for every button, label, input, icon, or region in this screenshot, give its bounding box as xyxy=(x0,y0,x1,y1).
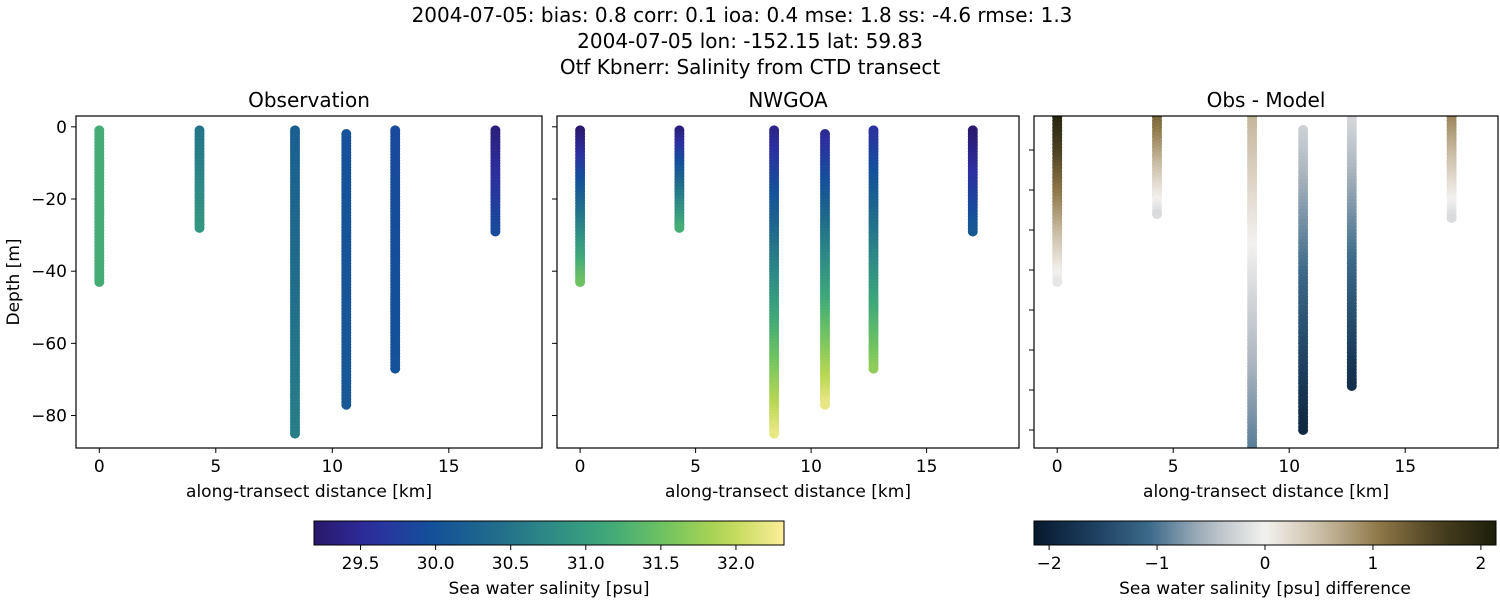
data-points xyxy=(575,125,978,439)
colorbar-tick-label: 30.0 xyxy=(417,554,455,574)
colorbar-bar xyxy=(313,520,785,546)
data-point-profile-1 xyxy=(1052,277,1063,287)
x-tick-label: 5 xyxy=(1168,457,1179,477)
y-tick-label: −80 xyxy=(31,407,67,427)
panel-1: 0 5 10 15 0 −20 −40 −60 −80 Observation along-tran… xyxy=(4,88,543,502)
x-axis-label: along-transect distance [km] xyxy=(665,482,911,502)
axes-frame xyxy=(556,115,1020,449)
data-point-profile-1 xyxy=(94,277,105,287)
data-point-profile-3 xyxy=(1247,458,1257,468)
data-point-profile-3 xyxy=(1250,447,1254,448)
data-point-profile-3 xyxy=(1247,444,1257,448)
colorbar-tick-label: 2 xyxy=(1475,554,1486,574)
data-points xyxy=(94,125,501,439)
x-tick-label: 0 xyxy=(1052,457,1063,477)
x-tick-label: 10 xyxy=(321,457,343,477)
x-tick-label: 10 xyxy=(800,457,822,477)
data-point-profile-3 xyxy=(1247,454,1257,464)
colorbar-tick-label: 29.5 xyxy=(342,554,380,574)
colorbar-tick-label: 30.5 xyxy=(492,554,530,574)
x-tick-label: 0 xyxy=(575,457,586,477)
x-tick-label: 5 xyxy=(210,457,221,477)
colorbar-1: 29.5 30.0 30.5 31.0 31.5 32.0 Sea water salini… xyxy=(313,520,785,599)
data-point-profile-4 xyxy=(820,399,830,410)
y-tick-label: 0 xyxy=(56,118,67,138)
title-line-1: 2004-07-05: bias: 0.8 corr: 0.1 ioa: 0.4… xyxy=(412,3,1073,27)
colorbar-tick-label: 32.0 xyxy=(717,554,755,574)
colorbar-tick-label: 1 xyxy=(1368,554,1379,574)
data-point-profile-4 xyxy=(341,399,352,410)
panel-title: NWGOA xyxy=(748,88,828,112)
data-point-profile-2 xyxy=(674,222,685,233)
colorbar-tick-label: 31.0 xyxy=(567,554,605,574)
data-point-profile-3 xyxy=(769,428,780,439)
colorbar-tick-label: −2 xyxy=(1037,554,1062,574)
data-point-profile-6 xyxy=(967,226,978,237)
x-tick-label: 5 xyxy=(690,457,701,477)
panel-title: Observation xyxy=(248,88,370,112)
x-tick-label: 10 xyxy=(1278,457,1300,477)
data-point-profile-5 xyxy=(390,363,401,374)
colorbar-tick-label: 31.5 xyxy=(642,554,680,574)
colorbar-tick-label: −1 xyxy=(1145,554,1170,574)
title-line-3: Otf Kbnerr: Salinity from CTD transect xyxy=(560,55,941,79)
panel-3: 0 5 10 15 Obs - Model along-transect distance… xyxy=(1029,88,1499,502)
y-axis-label: Depth [m] xyxy=(4,238,24,325)
data-point-profile-1 xyxy=(575,277,586,287)
colorbar-tick-label: 0 xyxy=(1260,554,1271,574)
axes-frame xyxy=(1033,115,1499,449)
y-tick-label: −40 xyxy=(31,262,67,282)
data-point-profile-2 xyxy=(1152,209,1162,219)
data-points xyxy=(1052,116,1457,471)
x-axis-label: along-transect distance [km] xyxy=(1143,482,1389,502)
data-point-profile-5 xyxy=(1346,381,1357,391)
x-tick-label: 15 xyxy=(438,457,460,477)
colorbar-label: Sea water salinity [psu] difference xyxy=(1119,579,1411,599)
axes-frame xyxy=(75,115,543,449)
data-point-profile-2 xyxy=(194,222,205,233)
colorbar-2: −2 −1 0 1 2 Sea water salinity [psu] differen… xyxy=(1033,520,1497,599)
data-point-profile-6 xyxy=(490,226,501,237)
data-point-profile-3 xyxy=(290,428,300,439)
panel-title: Obs - Model xyxy=(1207,88,1326,112)
data-point-profile-5 xyxy=(868,363,879,374)
colorbar-bar xyxy=(1033,520,1497,546)
y-tick-label: −60 xyxy=(31,334,67,354)
data-point-profile-4 xyxy=(1298,425,1309,435)
x-tick-label: 15 xyxy=(916,457,938,477)
panel-2: 0 5 10 15 NWGOA along-transect distance [km] xyxy=(552,88,1020,502)
colorbar-label: Sea water salinity [psu] xyxy=(449,579,650,599)
data-point-profile-3 xyxy=(1247,461,1257,471)
title-line-2: 2004-07-05 lon: -152.15 lat: 59.83 xyxy=(577,29,923,53)
y-tick-label: −20 xyxy=(31,190,67,210)
data-point-profile-3 xyxy=(1247,451,1257,461)
x-tick-label: 0 xyxy=(94,457,105,477)
x-tick-label: 15 xyxy=(1394,457,1416,477)
x-axis-label: along-transect distance [km] xyxy=(186,482,432,502)
data-point-profile-6 xyxy=(1446,213,1457,223)
